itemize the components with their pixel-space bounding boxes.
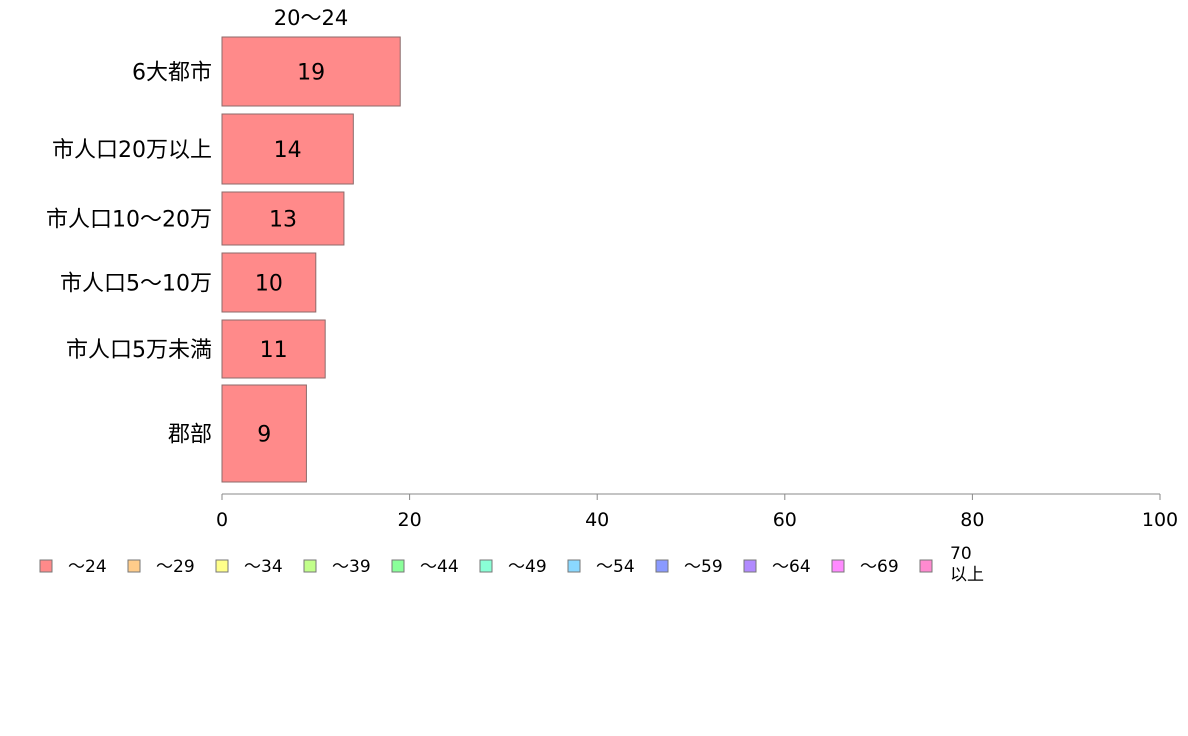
- legend-swatch: [215, 559, 229, 573]
- category-label: 市人口20万以上: [52, 138, 212, 163]
- value-label: 13: [269, 208, 297, 233]
- category-label: 市人口5〜10万: [60, 272, 212, 297]
- legend-label: 70 以上: [950, 544, 984, 585]
- x-tick-label: 20: [398, 509, 422, 531]
- bars: [221, 36, 401, 483]
- legend-swatch: [743, 559, 757, 573]
- category-label: 市人口5万未満: [66, 338, 212, 363]
- legend-label: 〜64: [772, 557, 811, 577]
- x-axis: 0 20 40 60 80 100: [216, 493, 1178, 531]
- column-title: 20〜24: [274, 6, 348, 30]
- x-tick-label: 100: [1142, 509, 1178, 531]
- bar: [221, 319, 326, 379]
- category-label: 市人口10〜20万: [46, 208, 212, 233]
- legend-label: 〜44: [420, 557, 459, 577]
- bar: [221, 252, 317, 313]
- legend-swatch: [391, 559, 405, 573]
- value-label: 19: [297, 61, 325, 86]
- bar: [221, 113, 354, 185]
- legend-swatch: [479, 559, 493, 573]
- bar: [221, 384, 307, 483]
- legend: 〜24 〜29 〜34 〜39 〜44 〜49 〜54 〜59 〜64 〜69 70 以上: [39, 544, 984, 585]
- legend-swatch: [655, 559, 669, 573]
- value-label: 11: [260, 338, 288, 363]
- x-tick-label: 80: [960, 509, 984, 531]
- x-tick-label: 60: [773, 509, 797, 531]
- bar: [221, 191, 345, 246]
- legend-label: 〜69: [860, 557, 899, 577]
- legend-label: 〜34: [244, 557, 283, 577]
- x-tick-label: 0: [216, 509, 228, 531]
- category-label: 6大都市: [132, 61, 212, 86]
- value-label: 14: [274, 138, 302, 163]
- legend-label: 〜54: [596, 557, 635, 577]
- value-label: 10: [255, 272, 283, 297]
- legend-label: 〜59: [684, 557, 723, 577]
- category-label: 郡部: [168, 423, 212, 448]
- bar: [221, 36, 401, 107]
- legend-label: 〜39: [332, 557, 371, 577]
- legend-label: 〜29: [156, 557, 195, 577]
- legend-swatch: [831, 559, 845, 573]
- x-tick-label: 40: [585, 509, 609, 531]
- legend-swatch: [39, 559, 53, 573]
- value-labels: 19 14 13 10 11 9: [255, 61, 325, 448]
- legend-label: 〜49: [508, 557, 547, 577]
- legend-swatch: [919, 559, 933, 573]
- value-label: 9: [257, 423, 271, 448]
- legend-swatch: [303, 559, 317, 573]
- legend-swatch: [127, 559, 141, 573]
- legend-swatch: [567, 559, 581, 573]
- legend-label: 〜24: [68, 557, 107, 577]
